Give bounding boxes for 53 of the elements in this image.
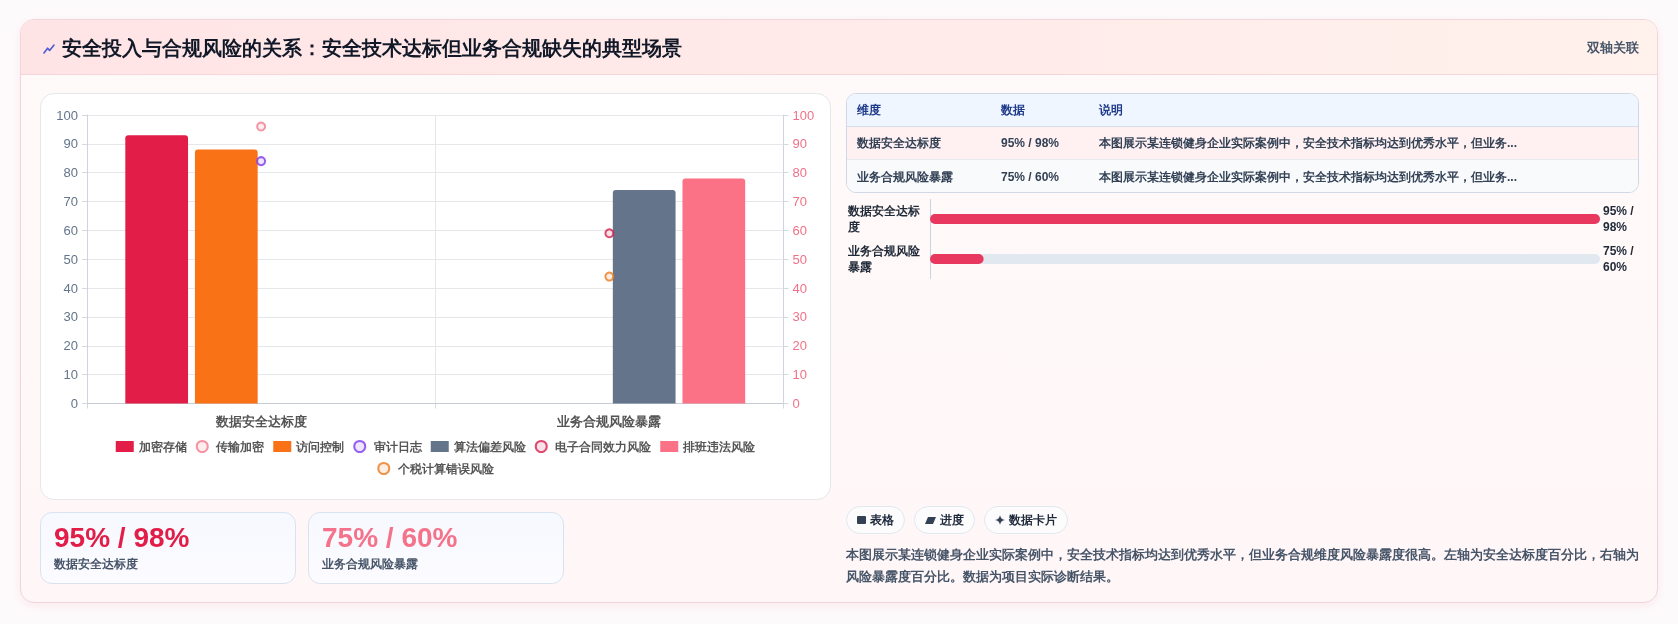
- text: 本图展示某连锁健身企业实际案例中，安全技术指标均达到优秀水平，但业务...: [1098, 136, 1518, 150]
- y2-tick-label: 90: [792, 136, 807, 152]
- text: 95% / 98%: [1000, 136, 1061, 150]
- text: 业务合规风险暴露: [322, 556, 418, 572]
- text: 表格: [870, 511, 894, 529]
- legend-label: 传输加密: [215, 439, 266, 454]
- category-label: 维度: [856, 103, 882, 117]
- text: 本图展示某连锁健身企业实际案例中，安全技术指标均达到优秀水平，但业务合规维度风险暴露度很高。左轴为安全达标度百分比，右轴为风险暴露度百分比。数据为项目实际诊断结果。: [846, 546, 1640, 586]
- point: [256, 121, 267, 132]
- y-tick-label: 80: [63, 165, 78, 181]
- y2-tick-label: 80: [792, 165, 807, 181]
- y-tick-label: 10: [63, 367, 78, 383]
- text: 95% / 98%: [1603, 203, 1635, 235]
- legend-label: 访问控制: [295, 439, 345, 454]
- y-tick-label: 30: [63, 309, 78, 325]
- legend-label: 排班违法风险: [682, 439, 757, 454]
- y2-tick-label: 30: [792, 309, 807, 325]
- y2-tick-label: 40: [792, 280, 807, 296]
- text: 进度: [940, 511, 964, 529]
- chart-title: 安全投入与合规风险的关系：安全技术达标但业务合规缺失的典型场景: [62, 36, 682, 60]
- text: 本图展示某连锁健身企业实际案例中，安全技术指标均达到优秀水平，但业务...: [1098, 169, 1518, 184]
- category-label: 说明: [1098, 103, 1124, 117]
- y-tick-label: 50: [63, 251, 78, 267]
- y-tick-label: 0: [70, 396, 78, 411]
- text: 95% / 98%: [54, 522, 190, 554]
- text: 双轴关联: [1587, 39, 1639, 57]
- point: [256, 156, 267, 167]
- y-tick-label: 60: [63, 222, 78, 238]
- y-tick-label: 20: [63, 338, 78, 354]
- category-label: 数据: [1000, 103, 1026, 117]
- legend-label: 加密存储: [137, 439, 187, 454]
- y2-tick-label: 20: [792, 338, 807, 354]
- text: 数据卡片: [1009, 511, 1057, 529]
- text: 75% / 60%: [322, 522, 458, 554]
- y2-tick-label: 70: [792, 194, 807, 210]
- y-tick-label: 100: [56, 107, 78, 123]
- legend-label: 算法偏差风险: [452, 439, 527, 454]
- y-tick-label: 90: [63, 136, 78, 152]
- point: [604, 228, 615, 239]
- y2-tick-label: 100: [792, 107, 815, 123]
- legend-label: 电子合同效力风险: [555, 439, 653, 454]
- y2-tick-label: 0: [792, 396, 800, 411]
- y2-tick-label: 10: [792, 367, 807, 383]
- y2-tick-label: 50: [792, 251, 807, 267]
- text: 75% / 60%: [1000, 169, 1061, 184]
- legend-label: 个税计算错误风险: [396, 461, 495, 476]
- y-tick-label: 40: [63, 280, 78, 296]
- y-tick-label: 70: [63, 194, 78, 210]
- legend-label: 审计日志: [373, 439, 423, 454]
- text: 数据安全达标度: [856, 136, 942, 150]
- point: [604, 271, 615, 282]
- text: 75% / 60%: [1603, 243, 1635, 275]
- y2-tick-label: 60: [792, 222, 807, 238]
